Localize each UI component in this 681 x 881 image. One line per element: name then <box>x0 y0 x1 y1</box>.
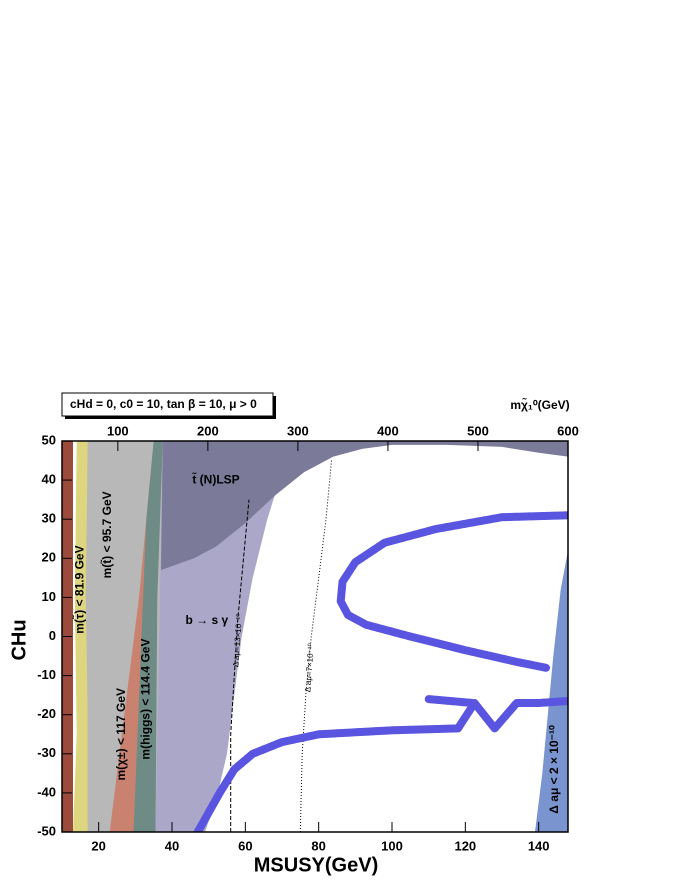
contour-line <box>230 499 250 832</box>
region <box>535 550 568 832</box>
region-label: m(higgs) < 114.4 GeV <box>139 639 153 760</box>
x-tick-label: 100 <box>381 838 403 853</box>
x-tick-label: 80 <box>311 838 325 853</box>
y-tick-label: 10 <box>42 589 56 604</box>
y-tick-label: -20 <box>37 706 56 721</box>
y-tick-label: 30 <box>42 511 56 526</box>
contour-label: Δ aμ=7×10⁻¹⁰ <box>303 643 315 692</box>
y-tick-label: 40 <box>42 472 56 487</box>
title-box <box>61 392 274 417</box>
y-tick-label: -10 <box>37 667 56 682</box>
region <box>109 441 158 832</box>
region <box>87 441 150 832</box>
x2-tick-label: 100 <box>107 423 129 438</box>
y-tick-label: -50 <box>37 823 56 838</box>
contour-line <box>299 460 332 832</box>
chart-title: cHd = 0, c0 = 10, tan β = 10, μ > 0 <box>70 397 257 411</box>
region <box>73 441 88 832</box>
x2-axis-label: mχ̃₁⁰(GeV) <box>510 397 569 412</box>
x-axis-label: MSUSY(GeV) <box>254 854 378 876</box>
x-tick-label: 120 <box>454 838 476 853</box>
y-tick-label: 0 <box>49 628 56 643</box>
point-band <box>193 697 568 832</box>
x-tick-label: 20 <box>91 838 105 853</box>
plot-area <box>62 441 568 832</box>
x2-tick-label: 200 <box>197 423 219 438</box>
x2-tick-label: 300 <box>287 423 309 438</box>
x-tick-label: 140 <box>528 838 550 853</box>
x-tick-label: 60 <box>238 838 252 853</box>
x2-tick-label: 500 <box>467 423 489 438</box>
region-label: t̃ (N)LSP <box>192 472 240 487</box>
y-tick-label: 20 <box>42 550 56 565</box>
point-band <box>424 695 477 707</box>
y-tick-label: -30 <box>37 745 56 760</box>
region <box>161 441 568 570</box>
region <box>133 441 163 832</box>
y-tick-label: 50 <box>42 432 56 447</box>
point-band <box>336 511 568 672</box>
region-label: Δ aμ < 2 × 10⁻¹⁰ <box>547 725 561 814</box>
x2-tick-label: 400 <box>377 423 399 438</box>
x-tick-label: 40 <box>165 838 179 853</box>
y-axis-label: CHu <box>8 619 30 660</box>
region-label: m(t̃) < 95.7 GeV <box>99 491 114 578</box>
y-tick-label: -40 <box>37 784 56 799</box>
contour-label: Δ aμ=13×10⁻¹⁰ <box>231 613 244 667</box>
region-label: m(χ±) < 117 GeV <box>114 688 128 781</box>
region-label: m(τ̃) < 81.9 GeV <box>72 545 87 633</box>
x2-tick-label: 600 <box>557 423 579 438</box>
region-label: b → s γ <box>185 613 228 627</box>
